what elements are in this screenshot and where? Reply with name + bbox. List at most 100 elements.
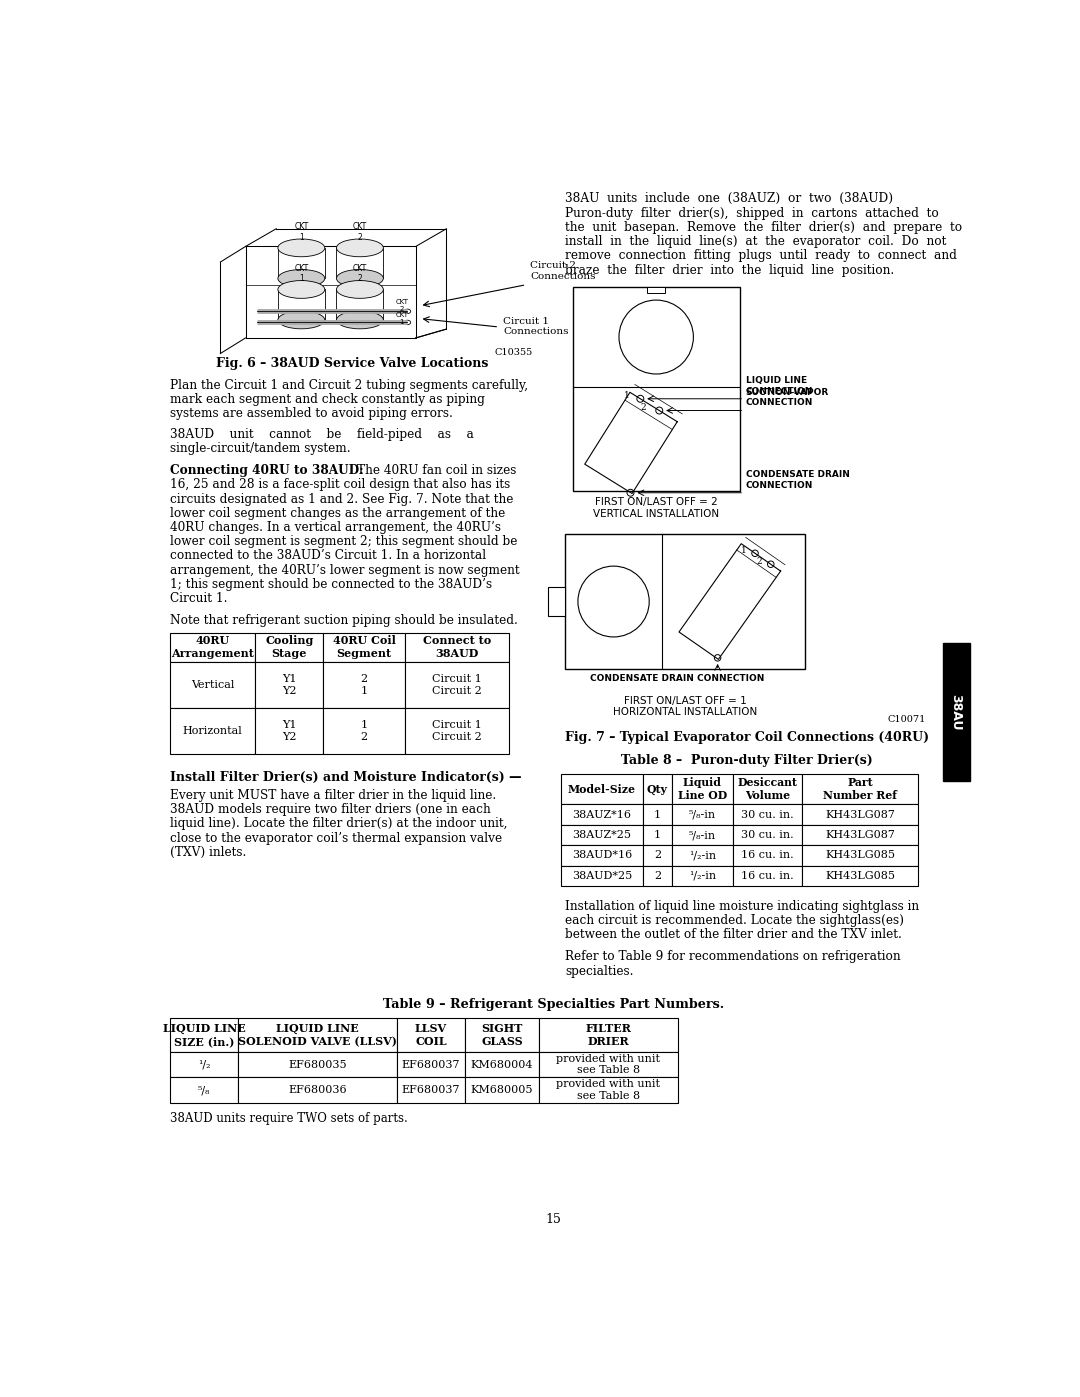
Text: 38AUD    unit    cannot    be    field-piped    as    a: 38AUD unit cannot be field-piped as a [170,427,474,441]
Bar [732,845,802,866]
Text: KH43LG085: KH43LG085 [825,870,895,882]
Text: KH43LG085: KH43LG085 [825,851,895,861]
Text: SUCTION-VAPOR
CONNECTION: SUCTION-VAPOR CONNECTION [745,388,829,408]
Bar [238,1077,397,1102]
Bar [643,805,672,824]
Text: KH43LG087: KH43LG087 [825,810,895,820]
Bar [672,845,732,866]
Bar [732,824,802,845]
Bar [672,824,732,845]
Text: Y1
Y2: Y1 Y2 [282,721,297,742]
Bar [170,662,255,708]
Text: 1
2: 1 2 [361,721,367,742]
Ellipse shape [278,270,325,288]
Text: Model-Size: Model-Size [568,784,636,795]
Text: 1; this segment should be connected to the 38AUD’s: 1; this segment should be connected to t… [170,578,492,591]
Text: Vertical: Vertical [191,680,234,690]
Text: 1: 1 [623,391,630,400]
Bar [405,662,510,708]
Text: Table 9 – Refrigerant Specialties Part Numbers.: Table 9 – Refrigerant Specialties Part N… [383,997,724,1011]
Bar [562,805,643,824]
Ellipse shape [337,281,383,299]
Bar [323,633,405,662]
Text: close to the evaporator coil’s thermal expansion valve: close to the evaporator coil’s thermal e… [170,831,502,845]
Bar [802,866,918,886]
Text: 30 cu. in.: 30 cu. in. [741,830,794,840]
Text: arrangement, the 40RU’s lower segment is now segment: arrangement, the 40RU’s lower segment is… [170,564,519,577]
Bar [465,1077,539,1102]
Text: 38AU: 38AU [949,694,962,731]
Bar [802,824,918,845]
Text: 1: 1 [653,810,661,820]
Bar [323,708,405,754]
Ellipse shape [278,312,325,328]
Bar [562,774,643,805]
Text: single-circuit/tandem system.: single-circuit/tandem system. [170,441,351,455]
Text: provided with unit
see Table 8: provided with unit see Table 8 [556,1080,660,1101]
Bar [397,1077,465,1102]
Text: C10355: C10355 [495,348,532,358]
Bar [465,1052,539,1077]
Bar [643,845,672,866]
Text: ¹/₂-in: ¹/₂-in [689,870,716,882]
Ellipse shape [278,239,325,257]
Text: the  unit  basepan.  Remove  the  filter  drier(s)  and  prepare  to: the unit basepan. Remove the filter drie… [565,221,962,233]
Bar [397,1052,465,1077]
Text: ⁵/₈-in: ⁵/₈-in [689,830,716,840]
Bar [255,633,323,662]
Text: EF680035: EF680035 [288,1060,347,1070]
Bar [802,805,918,824]
Text: Fig. 7 – Typical Evaporator Coil Connections (40RU): Fig. 7 – Typical Evaporator Coil Connect… [565,731,929,743]
Text: 40RU Coil
Segment: 40RU Coil Segment [333,636,395,659]
Text: (TXV) inlets.: (TXV) inlets. [170,847,246,859]
Ellipse shape [337,312,383,328]
Text: CKT
2: CKT 2 [395,299,408,313]
Text: Refer to Table 9 for recommendations on refrigeration: Refer to Table 9 for recommendations on … [565,950,901,964]
Bar [170,708,255,754]
Text: Circuit 1.: Circuit 1. [170,592,228,605]
Text: Puron-duty  filter  drier(s),  shipped  in  cartons  attached  to: Puron-duty filter drier(s), shipped in c… [565,207,939,219]
Ellipse shape [404,320,410,324]
Bar [643,866,672,886]
Text: 2: 2 [756,557,762,566]
Bar [565,534,806,669]
Text: ¹/₂: ¹/₂ [198,1060,211,1070]
Text: Circuit 1
Connections: Circuit 1 Connections [503,317,569,337]
Text: Installation of liquid line moisture indicating sightglass in: Installation of liquid line moisture ind… [565,900,919,912]
Text: ⁵/₈: ⁵/₈ [198,1085,211,1095]
Text: 16 cu. in.: 16 cu. in. [741,851,794,861]
Text: Note that refrigerant suction piping should be insulated.: Note that refrigerant suction piping sho… [170,615,517,627]
Text: Horizontal: Horizontal [183,726,242,736]
Text: each circuit is recommended. Locate the sightglass(es): each circuit is recommended. Locate the … [565,914,904,928]
Text: Plan the Circuit 1 and Circuit 2 tubing segments carefully,: Plan the Circuit 1 and Circuit 2 tubing … [170,379,528,393]
Ellipse shape [337,239,383,257]
Bar [548,587,565,616]
Bar [562,824,643,845]
Text: systems are assembled to avoid piping errors.: systems are assembled to avoid piping er… [170,408,453,420]
Bar [170,1018,238,1052]
Text: 38AUD models require two filter driers (one in each: 38AUD models require two filter driers (… [170,803,490,816]
Text: 1: 1 [741,546,746,556]
Bar [539,1077,677,1102]
Bar [170,1077,238,1102]
Text: 30 cu. in.: 30 cu. in. [741,810,794,820]
Text: liquid line). Locate the filter drier(s) at the indoor unit,: liquid line). Locate the filter drier(s)… [170,817,508,830]
Text: SIGHT
GLASS: SIGHT GLASS [482,1023,523,1046]
Bar [238,1052,397,1077]
Bar [802,774,918,805]
Text: specialties.: specialties. [565,964,634,978]
Text: Y1
Y2: Y1 Y2 [282,675,297,696]
Text: CKT
1: CKT 1 [395,312,408,326]
Text: LIQUID LINE
SIZE (in.): LIQUID LINE SIZE (in.) [163,1023,245,1046]
Text: between the outlet of the filter drier and the TXV inlet.: between the outlet of the filter drier a… [565,929,902,942]
Text: 16 cu. in.: 16 cu. in. [741,870,794,882]
Text: CONDENSATE DRAIN CONNECTION: CONDENSATE DRAIN CONNECTION [591,673,765,683]
Bar [323,662,405,708]
Text: provided with unit
see Table 8: provided with unit see Table 8 [556,1053,660,1076]
Bar [572,286,740,490]
Bar [539,1052,677,1077]
Bar [732,866,802,886]
Text: Circuit 1
Circuit 2: Circuit 1 Circuit 2 [432,675,482,696]
Bar [562,866,643,886]
Text: Circuit 2
Connections: Circuit 2 Connections [530,261,596,281]
